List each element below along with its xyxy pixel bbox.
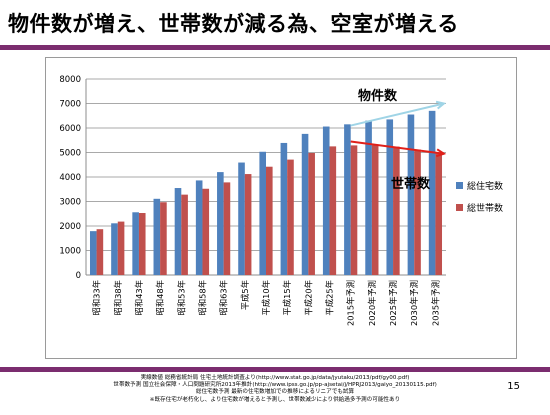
bar (386, 119, 394, 275)
bar (329, 146, 337, 275)
y-tick-label: 6000 (59, 124, 81, 134)
bar (96, 229, 104, 275)
bar (435, 153, 443, 275)
bar (132, 212, 139, 275)
bar (223, 182, 231, 275)
bar (238, 162, 245, 275)
bar (428, 110, 436, 275)
x-tick-label: 平成10年 (261, 280, 271, 315)
source-notes: 実線数値 総務省統計局 住宅土地統計調査より(http://www.stat.g… (60, 375, 490, 404)
x-tick-label: 2020年予測 (367, 280, 377, 326)
slide-title: 物件数が増え、世帯数が減る為、空室が増える (8, 12, 459, 36)
source-note: 総住宅数予測 最新の住宅数増加での推移によるリニアでも試算 (195, 389, 355, 396)
legend-swatch (456, 204, 463, 211)
x-tick-label: 2025年予測 (388, 280, 398, 326)
bar (393, 146, 400, 275)
y-tick-label: 5000 (59, 149, 81, 159)
bar (407, 114, 415, 276)
y-tick-label: 7000 (59, 100, 81, 110)
footer-divider (0, 367, 550, 372)
x-tick-label: 平成25年 (325, 280, 335, 315)
x-tick-label: 2035年予測 (430, 280, 440, 326)
x-tick-label: 昭和58年 (197, 280, 207, 315)
y-tick-label: 4000 (59, 173, 81, 183)
bar (301, 133, 309, 275)
chart-frame: 0 1000 2000 3000 4000 5000 6000 7000 8000 昭和33年 昭和… (45, 57, 517, 359)
x-tick-label: 2015年予測 (346, 280, 356, 326)
bar (111, 223, 118, 275)
page-number: 15 (507, 381, 520, 392)
legend-label: 総世帯数 (467, 202, 503, 214)
bar (259, 151, 266, 275)
y-tick-label: 1000 (59, 247, 81, 257)
bar (181, 194, 188, 275)
housing-households-chart: 0 1000 2000 3000 4000 5000 6000 7000 8000 昭和33年 昭和… (59, 75, 503, 326)
bar (160, 202, 167, 275)
annotation-label: 物件数 (358, 88, 398, 104)
bar (414, 149, 421, 275)
trend-arrow-head (435, 148, 447, 158)
x-tick-label: 昭和48年 (155, 280, 165, 315)
x-tick-label: 昭和43年 (134, 280, 144, 315)
x-tick-label: 昭和63年 (219, 280, 229, 315)
bar (371, 145, 379, 275)
bar (202, 188, 210, 275)
source-note: 実線数値 総務省統計局 住宅土地統計調査より(http://www.stat.g… (140, 375, 410, 381)
legend-label: 総住宅数 (467, 180, 503, 192)
bar (138, 213, 146, 275)
x-tick-label: 平成5年 (240, 280, 250, 310)
x-tick-label: 平成15年 (282, 280, 292, 315)
source-note: ※既存住宅が老朽化し、より住宅数が増えると予測し、世帯数減少により供給過多予測の… (149, 396, 401, 403)
bar (174, 188, 182, 275)
trend-arrow (350, 140, 445, 155)
bar (322, 126, 330, 275)
bar (308, 152, 315, 275)
x-tick-label: 2030年予測 (409, 280, 419, 326)
y-tick-label: 2000 (59, 222, 81, 232)
x-tick-label: 昭和33年 (92, 280, 102, 315)
y-tick-label: 8000 (59, 75, 81, 85)
trend-arrow (350, 102, 445, 127)
x-tick-label: 昭和53年 (176, 280, 186, 315)
source-note: 世帯数予測 国立社会保障・人口問題研究所2013年推計(http://www.i… (113, 382, 437, 389)
x-tick-label: 平成20年 (303, 280, 313, 315)
legend-swatch (456, 182, 463, 189)
y-tick-label: 3000 (59, 198, 81, 208)
bar (350, 145, 358, 275)
bar (365, 120, 372, 276)
annotation-label: 世帯数 (391, 176, 431, 192)
trend-arrow-head (435, 100, 447, 110)
bar (266, 166, 273, 275)
bar (244, 174, 252, 275)
bar (195, 180, 203, 275)
bar (153, 198, 161, 275)
bar (217, 172, 224, 275)
title-divider (0, 45, 550, 50)
bar (287, 159, 294, 275)
x-tick-label: 昭和38年 (113, 280, 123, 315)
bar (117, 221, 125, 275)
bar (89, 231, 97, 275)
bar (280, 142, 288, 275)
y-tick-label: 0 (76, 271, 81, 281)
bar (344, 124, 351, 275)
